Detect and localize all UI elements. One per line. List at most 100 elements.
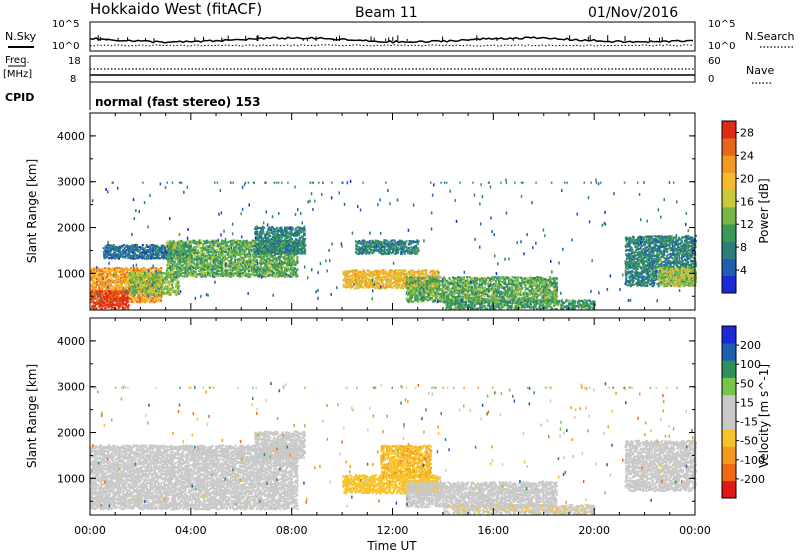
power-cell [101,286,104,289]
power-cell [102,283,104,286]
power-cell [220,247,223,250]
power-cell [155,289,157,293]
power-cell [219,259,222,262]
power-cell [267,239,270,242]
power-cell [178,272,181,275]
power-cell [347,282,350,286]
power-cell [172,256,175,259]
power-cell [94,281,97,284]
power-cell [402,279,405,282]
power-cell [179,267,182,270]
freq-unit-label: [MHz] [3,69,32,80]
power-cell [366,241,369,244]
power-cell [259,240,262,243]
power-cell [107,267,110,270]
power-cell [165,242,168,245]
power-cell [376,273,379,276]
power-cell [264,244,267,247]
power-cell [104,290,107,293]
power-cell [91,275,93,278]
power-cell [250,273,253,276]
power-cell [271,271,274,274]
power-cell [184,245,187,248]
power-cell [297,247,299,250]
power-cell [92,300,94,303]
power-cell [152,253,155,256]
power-cell [347,271,350,275]
power-cell [244,264,247,267]
power-cell [277,234,280,237]
power-cell [254,253,257,256]
power-cell [94,289,97,292]
power-cell [204,246,207,249]
power-cell [112,244,115,247]
power-cell [125,306,128,309]
power-cell [222,256,225,259]
power-cell [159,257,162,260]
power-cell [150,253,153,256]
power-cell [136,276,139,279]
power-cell [287,232,290,235]
power-cell [276,252,279,255]
power-cell [268,271,271,275]
power-cell [108,287,111,290]
nave-tick-bottom: 0 [708,74,714,85]
power-cell [349,270,351,273]
power-cell [386,279,388,282]
power-cell [171,258,174,262]
power-cell [145,250,148,253]
power-cell [391,286,394,289]
power-cell [369,245,372,248]
power-cell [285,275,288,278]
power-cell [141,286,144,289]
power-cell [184,271,187,274]
power-cell [356,245,358,248]
power-cell [234,266,237,269]
power-cell [345,276,348,279]
power-cell [111,300,114,303]
power-cell [127,297,130,300]
power-cell [197,250,200,253]
power-cell [370,244,373,247]
power-cell [173,273,176,276]
power-cell [110,248,113,251]
power-cell [130,266,132,270]
power-cell [221,270,224,273]
power-cell [151,283,153,286]
power-cell [249,275,252,278]
power-cell [197,266,200,269]
power-cell [145,294,148,297]
power-cell [104,252,107,255]
power-cell [152,281,155,284]
power-cell [103,295,105,299]
power-cell [128,287,131,290]
power-cell [282,242,285,245]
power-cell [113,267,116,270]
power-cell [174,283,177,286]
power-cell [105,297,108,300]
power-cell [302,250,305,253]
power-cell [208,241,211,244]
power-cell [122,279,125,282]
power-cell [182,263,185,266]
power-cell [148,276,151,279]
power-cell [300,227,303,230]
power-cell [171,283,174,286]
power-cell [139,290,142,293]
power-cell [109,303,112,306]
power-cell [106,255,109,258]
power-cell [222,246,225,249]
power-cell [137,286,140,290]
power-cell [285,226,288,229]
power-cell [280,275,283,278]
power-cell [262,228,265,231]
power-cell [254,248,257,251]
power-cell [246,253,249,256]
power-cell [436,270,439,273]
power-cell [114,284,117,287]
power-cell [102,298,105,301]
power-cell [177,266,180,269]
power-cell [286,240,289,243]
power-cell [168,254,170,257]
power-cell [379,279,382,282]
